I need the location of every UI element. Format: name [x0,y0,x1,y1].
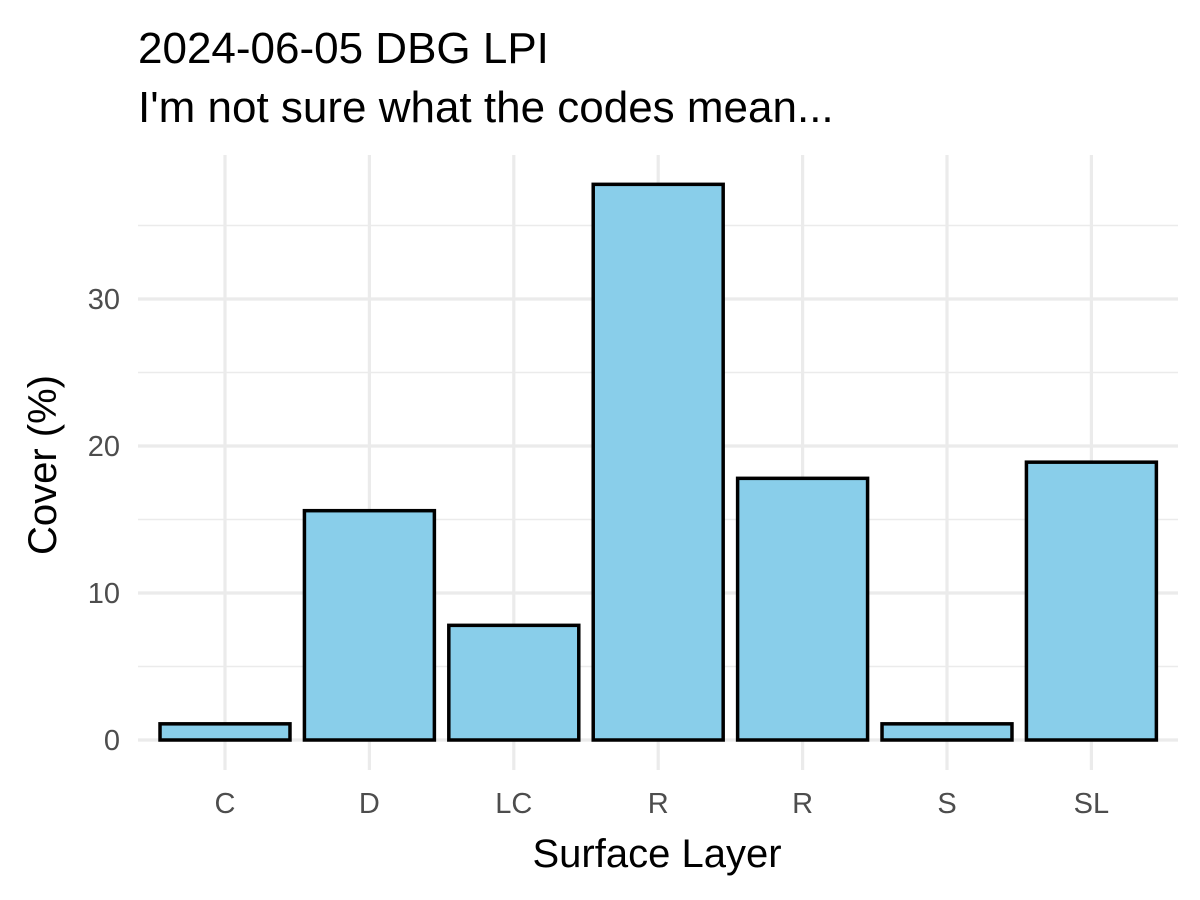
chart-subtitle: I'm not sure what the codes mean... [138,83,834,132]
y-axis-title: Cover (%) [21,375,65,555]
bar-lc-3 [447,623,581,742]
chart-title: 2024-06-05 DBG LPI [138,24,549,73]
y-tick-label: 0 [104,725,120,757]
x-axis-title: Surface Layer [532,832,781,876]
bar-s-6 [880,722,1014,742]
y-tick-label: 30 [88,284,120,316]
y-axis-ticks: 0 10 20 30 [88,284,120,757]
x-tick-label: S [937,788,956,820]
x-tick-label: LC [495,788,532,820]
y-tick-label: 20 [88,431,120,463]
bar-r-4 [591,182,725,742]
bar-d-2 [302,508,437,742]
bar-c-1 [158,722,292,742]
x-axis-ticks: C D LC R R S SL [215,788,1110,820]
bar-sl-7 [1024,460,1159,742]
x-tick-label: SL [1074,788,1109,820]
x-tick-label: R [792,788,813,820]
bars [158,182,1159,742]
x-tick-label: C [215,788,236,820]
bar-r-5 [735,476,870,742]
y-tick-label: 10 [88,578,120,610]
x-tick-label: R [648,788,669,820]
x-tick-label: D [359,788,380,820]
